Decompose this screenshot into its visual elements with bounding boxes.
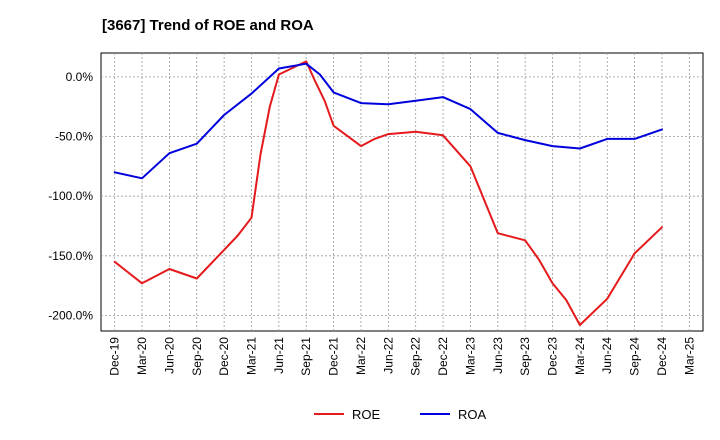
x-tick-label: Jun-23 [491,337,505,374]
x-tick-label: Dec-20 [217,337,231,376]
x-tick-label: Mar-24 [573,337,587,375]
plot-area [100,52,704,332]
x-tick-label: Jun-20 [162,337,176,374]
x-tick-label: Jun-24 [600,337,614,374]
x-tick-label: Mar-21 [245,337,259,375]
y-tick-label: -200.0% [48,308,93,322]
x-tick-label: Mar-25 [682,337,696,375]
x-tick-label: Jun-22 [381,337,395,374]
grid-layer [101,53,703,331]
x-tick-label: Mar-20 [135,337,149,375]
x-tick-label: Dec-21 [327,337,341,376]
x-tick-label: Dec-23 [546,337,560,376]
x-tick-label: Mar-22 [354,337,368,375]
x-tick-label: Sep-22 [409,337,423,376]
series-layer [113,60,663,326]
legend: ROE ROA [314,407,487,422]
y-axis: 0.0% -50.0% -100.0% -150.0% -200.0% [48,70,93,323]
series-line-roa [113,62,663,180]
x-tick-label: Dec-22 [436,337,450,376]
legend-label-roa: ROA [458,407,487,422]
x-tick-label: Dec-19 [108,337,122,376]
x-tick-label: Dec-24 [655,337,669,376]
x-tick-label: Sep-21 [299,337,313,376]
x-tick-label: Jun-21 [272,337,286,374]
y-tick-label: -150.0% [48,249,93,263]
x-tick-label: Mar-23 [463,337,477,375]
y-tick-label: -100.0% [48,189,93,203]
y-tick-label: 0.0% [66,70,94,84]
chart-title: [3667] Trend of ROE and ROA [102,17,314,34]
x-axis: Dec-19 Mar-20 Jun-20 Sep-20 Dec-20 Mar-21 Jun-… [108,337,697,376]
x-tick-label: Sep-24 [628,337,642,376]
series-line-roe [113,60,663,326]
x-tick-label: Sep-23 [518,337,532,376]
legend-label-roe: ROE [352,407,381,422]
x-tick-label: Sep-20 [190,337,204,376]
y-tick-label: -50.0% [55,130,93,144]
